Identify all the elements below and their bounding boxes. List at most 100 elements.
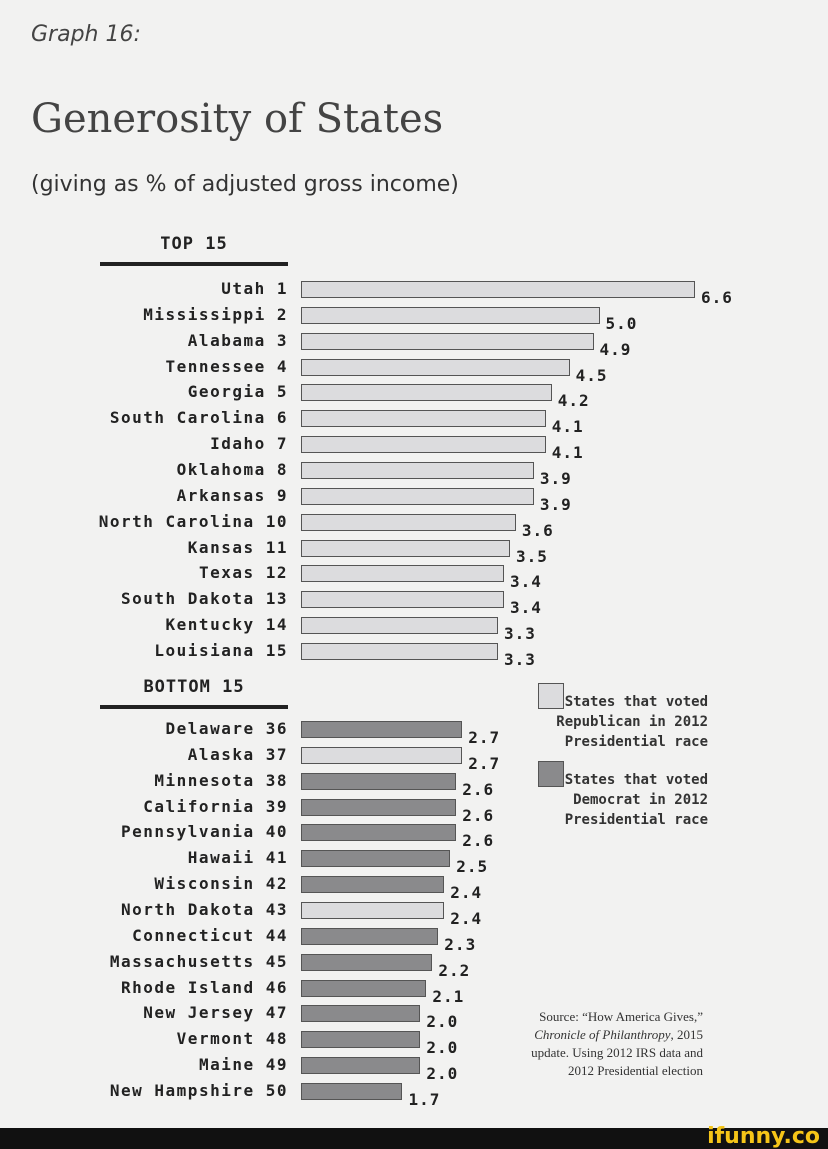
bar <box>301 461 534 479</box>
legend-line: States that voted <box>564 772 708 788</box>
value-label: 2.4 <box>450 908 483 928</box>
value-label: 3.4 <box>509 572 542 592</box>
value-label: 2.2 <box>438 960 471 980</box>
state-label: Minnesota 38 <box>154 770 288 790</box>
source-text: , 2015 update. Using 2012 IRS data and 2… <box>531 1027 703 1078</box>
state-label: Texas 12 <box>198 563 288 583</box>
state-label: Arkansas 9 <box>176 485 288 505</box>
value-label: 3.4 <box>509 598 542 618</box>
value-label: 2.4 <box>450 883 483 903</box>
state-label: Oklahoma 8 <box>176 459 288 479</box>
state-label: Vermont 48 <box>176 1029 288 1049</box>
bar <box>301 953 433 971</box>
state-label: Tennessee 4 <box>165 356 288 376</box>
value-label: 2.6 <box>462 831 495 851</box>
section-rule <box>100 262 288 266</box>
value-label: 2.0 <box>426 1064 459 1084</box>
state-label: Kentucky 14 <box>165 615 288 635</box>
value-label: 2.6 <box>462 779 495 799</box>
section-heading: BOTTOM 15 <box>143 677 245 697</box>
source-note: Source: “How America Gives,” Chronicle o… <box>505 1008 703 1080</box>
bar <box>301 927 439 945</box>
bar <box>301 798 457 816</box>
ifunny-logo[interactable]: ifunny.co <box>707 1124 820 1149</box>
bar <box>301 384 552 402</box>
state-label: Idaho 7 <box>210 434 288 454</box>
legend-line: Presidential race <box>564 812 708 828</box>
bar <box>301 332 594 350</box>
state-label: Connecticut 44 <box>132 925 288 945</box>
value-label: 4.5 <box>575 365 608 385</box>
bar <box>301 617 498 635</box>
bar <box>301 436 546 454</box>
state-label: New Hampshire 50 <box>109 1080 288 1100</box>
value-label: 4.9 <box>599 339 632 359</box>
legend-line: Republican in 2012 <box>556 714 708 730</box>
state-label: Louisiana 15 <box>154 640 288 660</box>
bar <box>301 721 463 738</box>
bar <box>301 539 510 557</box>
state-label: South Carolina 6 <box>109 408 288 428</box>
value-label: 1.7 <box>408 1089 441 1109</box>
bar <box>301 642 498 660</box>
bar <box>301 565 504 583</box>
value-label: 2.0 <box>426 1012 459 1032</box>
value-label: 4.1 <box>551 443 584 463</box>
value-label: 3.3 <box>504 624 536 644</box>
legend-text-democrat: States that voted Democrat in 2012 Presi… <box>540 770 708 830</box>
state-label: South Dakota 13 <box>121 589 288 609</box>
bar <box>301 979 427 997</box>
state-label: New Jersey 47 <box>143 1003 288 1023</box>
bar <box>301 1082 403 1100</box>
value-label: 2.0 <box>426 1038 459 1058</box>
legend-line: Democrat in 2012 <box>573 792 708 808</box>
bar <box>301 358 570 376</box>
bar <box>301 824 457 842</box>
state-label: Massachusetts 45 <box>109 951 288 971</box>
bar <box>301 1031 421 1049</box>
legend-text-republican: States that voted Republican in 2012 Pre… <box>540 692 708 752</box>
footer-bar: ifunny.co <box>0 1124 828 1149</box>
bar <box>301 1057 421 1075</box>
bar <box>301 591 504 609</box>
value-label: 4.2 <box>557 391 590 411</box>
bar <box>301 306 600 324</box>
state-label: Wisconsin 42 <box>154 874 288 894</box>
section-rule <box>100 705 288 709</box>
bar <box>301 901 445 919</box>
state-label: North Dakota 43 <box>121 899 288 919</box>
value-label: 2.1 <box>432 986 465 1006</box>
state-label: Maine 49 <box>198 1055 288 1075</box>
legend-line: Presidential race <box>564 734 708 750</box>
value-label: 2.5 <box>456 857 489 877</box>
state-label: Delaware 36 <box>165 719 288 738</box>
value-label: 3.9 <box>539 468 572 488</box>
state-label: Utah 1 <box>221 279 288 298</box>
state-label: Rhode Island 46 <box>121 977 288 997</box>
value-label: 2.7 <box>468 753 501 773</box>
state-label: Georgia 5 <box>187 382 288 402</box>
state-label: Mississippi 2 <box>143 304 288 324</box>
state-label: Kansas 11 <box>187 537 288 557</box>
value-label: 3.5 <box>515 546 548 566</box>
bar <box>301 876 445 894</box>
bar <box>301 772 457 790</box>
source-publication: Chronicle of Philanthropy <box>534 1027 671 1042</box>
state-label: Alaska 37 <box>187 744 288 764</box>
chart-title: Generosity of States <box>31 96 444 142</box>
legend-swatch-democrat <box>538 761 564 787</box>
value-label: 2.7 <box>468 728 501 747</box>
state-label: North Carolina 10 <box>98 511 288 531</box>
state-label: Hawaii 41 <box>187 848 288 868</box>
value-label: 3.9 <box>539 494 572 514</box>
bar <box>301 487 534 505</box>
state-label: California 39 <box>143 796 288 816</box>
value-label: 6.6 <box>701 288 733 307</box>
bar <box>301 410 546 428</box>
section-heading: TOP 15 <box>160 234 228 254</box>
value-label: 3.6 <box>521 520 554 540</box>
value-label: 2.3 <box>444 934 477 954</box>
value-label: 3.3 <box>504 649 536 669</box>
bar <box>301 850 451 868</box>
